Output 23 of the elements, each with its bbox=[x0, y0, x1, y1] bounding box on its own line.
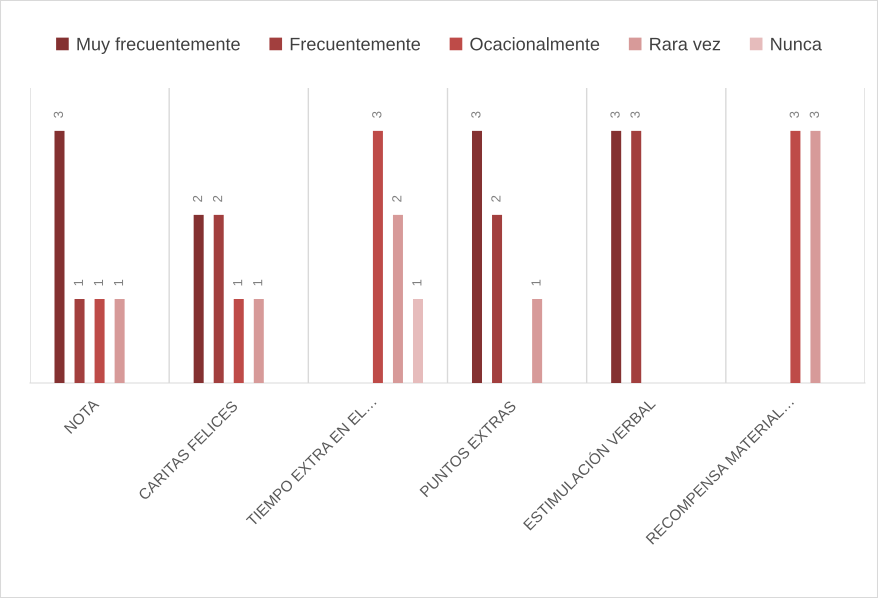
data-label: 3 bbox=[630, 112, 640, 118]
data-label: 1 bbox=[531, 280, 541, 286]
data-label: 1 bbox=[233, 280, 242, 286]
data-label: 3 bbox=[471, 112, 481, 118]
data-label: 2 bbox=[392, 196, 402, 202]
data-label: 1 bbox=[74, 280, 83, 286]
data-label: 2 bbox=[212, 196, 222, 202]
data-label: 3 bbox=[54, 112, 64, 118]
legend-label: Frecuentemente bbox=[290, 38, 420, 50]
data-label: 1 bbox=[253, 280, 262, 286]
data-label: 1 bbox=[114, 280, 124, 286]
data-label: 1 bbox=[412, 280, 422, 286]
data-label: 2 bbox=[491, 196, 500, 202]
legend-label: Muy frecuentemente bbox=[77, 37, 240, 54]
data-label: 2 bbox=[192, 196, 202, 202]
legend-label: Rara vez bbox=[650, 38, 720, 50]
legend-label: Ocacionalmente bbox=[470, 37, 600, 50]
data-label: 3 bbox=[810, 112, 819, 118]
data-label: 3 bbox=[372, 112, 382, 118]
data-label: 1 bbox=[94, 280, 103, 286]
data-label: 3 bbox=[610, 112, 620, 118]
legend-label: Nunca bbox=[771, 38, 822, 50]
data-label: 3 bbox=[790, 112, 799, 118]
